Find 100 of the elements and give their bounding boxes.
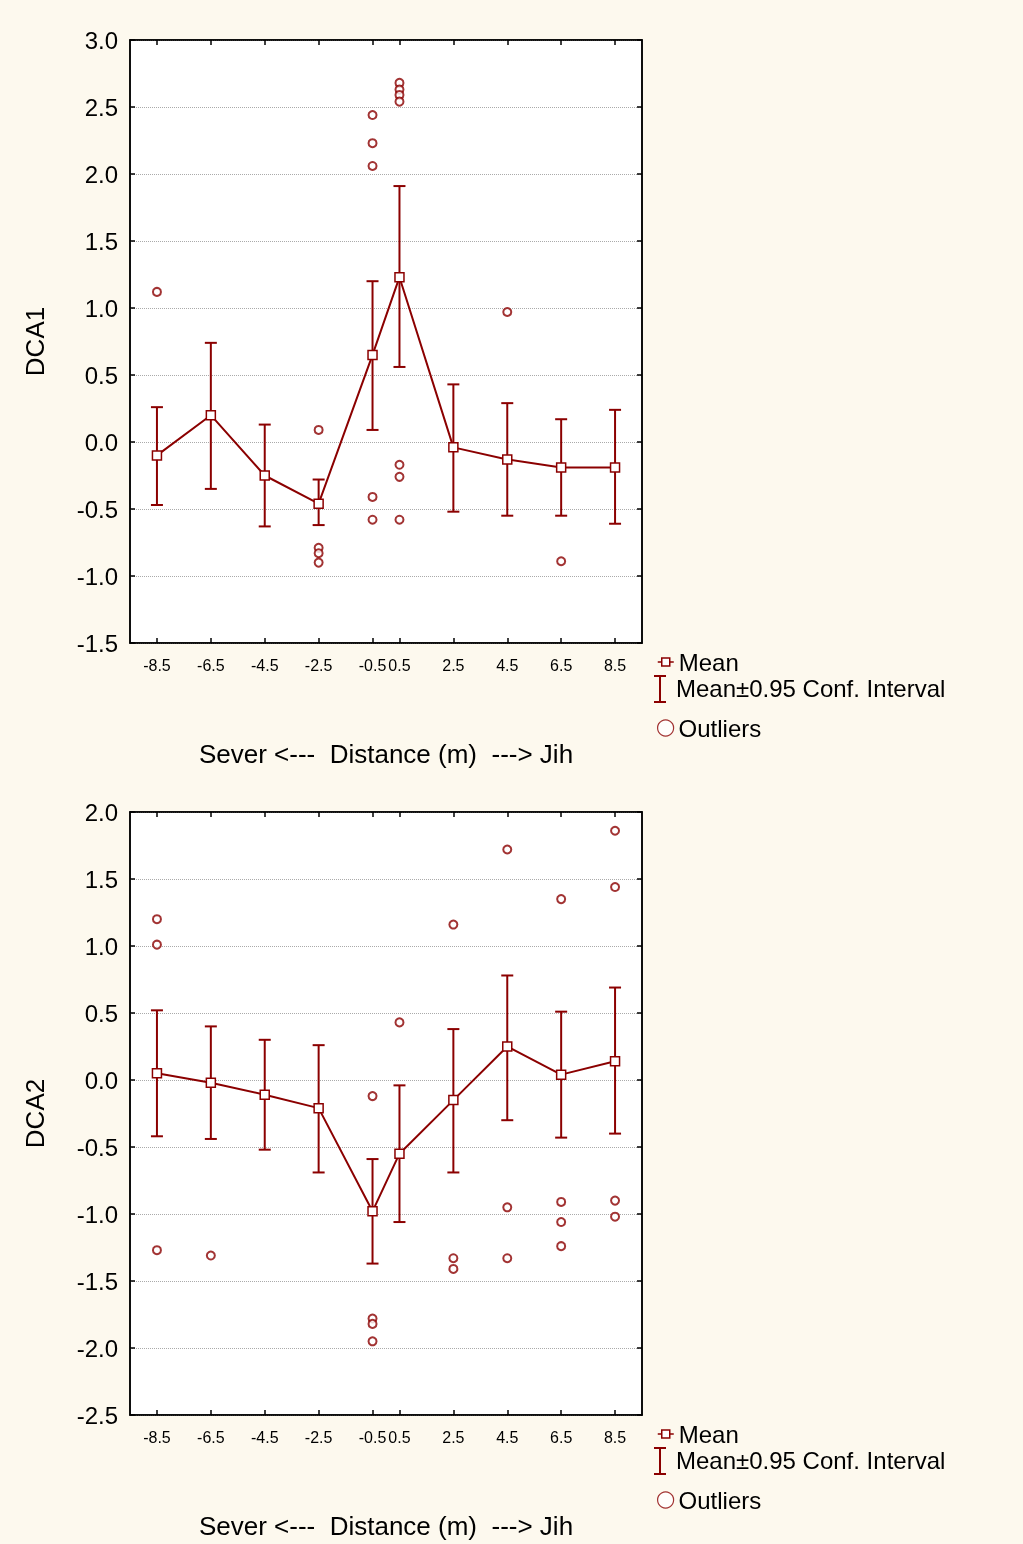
point <box>448 1263 459 1274</box>
x-axis-title: Sever <--- Distance (m) ---> Jih <box>198 739 574 769</box>
x-tick-label: -6.5 <box>197 656 225 674</box>
y-tick-label: 1.0 <box>84 294 118 322</box>
x-tick-label: 0.5 <box>388 656 411 674</box>
point <box>556 894 567 905</box>
point <box>502 1202 513 1213</box>
point <box>313 498 324 509</box>
y-axis-title: DCA1 <box>20 306 50 377</box>
point <box>502 307 513 318</box>
point <box>367 514 378 525</box>
point <box>205 1250 216 1261</box>
y-tick-label: 1.5 <box>84 865 118 893</box>
point <box>448 1094 459 1106</box>
y-tick-label: 0.5 <box>84 361 118 389</box>
point <box>502 454 513 465</box>
y-tick-label: 0.5 <box>84 999 118 1027</box>
point <box>367 1336 378 1347</box>
point <box>394 471 405 482</box>
y-tick-label: -1.0 <box>76 562 118 590</box>
x-tick-label: -2.5 <box>304 1428 333 1446</box>
point <box>555 462 567 473</box>
legend-label: Outliers <box>678 714 762 742</box>
point <box>259 1089 270 1100</box>
point <box>313 424 324 435</box>
point <box>394 271 405 283</box>
x-tick-label: 2.5 <box>442 1428 465 1446</box>
y-tick-label: -0.5 <box>76 495 118 523</box>
y-tick-label: 3.0 <box>84 26 118 54</box>
x-tick-label: 0.5 <box>388 1428 411 1446</box>
x-tick-label: 8.5 <box>603 656 627 674</box>
point <box>313 1102 324 1114</box>
point <box>205 409 217 421</box>
point <box>502 1041 513 1052</box>
y-tick-label: -1.5 <box>76 629 118 657</box>
y-tick-label: 0.0 <box>84 1066 118 1094</box>
text: Mean±0.95 Conf. Interval <box>676 675 946 703</box>
y-tick-label: -1.0 <box>76 1200 118 1228</box>
point <box>367 110 378 121</box>
point <box>394 459 405 470</box>
x-tick-label: 4.5 <box>496 1428 519 1446</box>
point <box>151 286 162 297</box>
point <box>151 1245 162 1256</box>
legend-label: Outliers <box>678 1486 762 1514</box>
point <box>205 1077 217 1088</box>
point <box>448 919 459 930</box>
y-tick-label: 0.0 <box>84 428 118 456</box>
point <box>367 160 378 171</box>
y-tick-label: -0.5 <box>76 1133 118 1161</box>
y-tick-label: -2.0 <box>76 1334 118 1362</box>
point <box>394 1148 405 1159</box>
point <box>556 1241 567 1252</box>
point <box>259 470 270 481</box>
point <box>448 442 459 453</box>
point <box>609 462 621 473</box>
point <box>367 491 378 502</box>
point <box>502 1253 513 1264</box>
y-tick-label: -2.5 <box>76 1401 118 1429</box>
x-tick-label: -4.5 <box>250 1428 279 1446</box>
x-tick-label: 4.5 <box>496 656 519 674</box>
point <box>610 1195 621 1206</box>
y-tick-label: -1.5 <box>76 1267 118 1295</box>
point <box>151 914 162 925</box>
point <box>556 1217 567 1228</box>
x-tick-label: 6.5 <box>550 656 573 674</box>
y-tick-label: 2.0 <box>84 160 118 188</box>
x-tick-label: -2.5 <box>304 656 333 674</box>
point <box>151 1068 163 1079</box>
point <box>394 1017 405 1028</box>
y-axis-title: DCA2 <box>20 1078 50 1149</box>
point <box>556 1196 567 1207</box>
y-tick-label: 1.0 <box>84 932 118 960</box>
point <box>610 882 621 893</box>
legend-label: Mean <box>678 1420 739 1448</box>
point <box>448 1253 459 1264</box>
point <box>609 1055 621 1067</box>
x-tick-label: 8.5 <box>603 1428 627 1446</box>
point <box>610 825 621 836</box>
x-axis-title: Sever <--- Distance (m) ---> Jih <box>198 1511 574 1541</box>
point <box>394 96 405 107</box>
point <box>556 556 567 567</box>
x-tick-label: -8.5 <box>143 656 171 674</box>
y-tick-label: 1.5 <box>84 227 118 255</box>
x-tick-label: -8.5 <box>143 1428 171 1446</box>
x-tick-label: -0.5 <box>358 1428 387 1446</box>
point <box>151 939 162 950</box>
point <box>313 557 324 568</box>
point <box>367 1206 378 1217</box>
point <box>394 514 405 525</box>
y-tick-label: 2.5 <box>84 93 118 121</box>
x-tick-label: -4.5 <box>250 656 279 674</box>
x-tick-label: 6.5 <box>550 1428 573 1446</box>
point <box>151 450 163 461</box>
y-tick-label: 2.0 <box>84 798 118 826</box>
point <box>555 1069 567 1080</box>
point <box>502 844 513 855</box>
point <box>367 1318 378 1329</box>
point <box>367 349 378 361</box>
text: Mean±0.95 Conf. Interval <box>676 1447 946 1475</box>
point <box>313 548 324 559</box>
